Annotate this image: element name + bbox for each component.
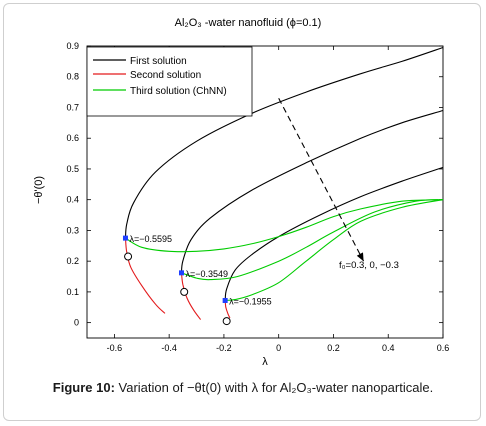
y-tick-label: 0.3 <box>66 225 79 235</box>
turning-point-label: λ=−0.5595 <box>129 234 172 244</box>
curves <box>124 46 444 320</box>
y-tick-label: 0.4 <box>66 195 79 205</box>
series-line-second-solution-5 <box>224 300 231 319</box>
y-tick-label: 0.5 <box>66 164 79 174</box>
turning-point-marker <box>179 270 185 276</box>
turning-point-label: λ=−0.1955 <box>229 297 272 307</box>
open-circle-marker <box>180 287 189 296</box>
legend-label-first: First solution <box>130 56 187 67</box>
turning-point-marker <box>222 298 228 304</box>
y-tick-label: 0.1 <box>66 287 79 297</box>
y-tick-label: 0.8 <box>66 72 79 82</box>
x-tick-label: 0.6 <box>437 343 450 353</box>
legend-box <box>86 46 253 117</box>
markers: λ=−0.5595 λ=−0.3549 λ=−0.1955 <box>122 234 272 326</box>
series-line-first-solution-0 <box>124 46 444 239</box>
open-circle-marker <box>124 252 133 261</box>
caption-text: Variation of −θt(0) with λ for Al₂O₃-wat… <box>114 380 434 395</box>
x-tick-label: -0.6 <box>107 343 123 353</box>
chart-title: Al₂O₃ -water nanofluid (ϕ=0.1) <box>175 17 322 29</box>
series-line-third-solution-chnn-8 <box>225 199 444 302</box>
x-tick-label: 0 <box>276 343 281 353</box>
open-circle-marker <box>222 317 231 326</box>
y-tick-label: 0.9 <box>66 41 79 51</box>
series-line-second-solution-3 <box>124 238 166 314</box>
series-line-third-solution-chnn-7 <box>181 199 444 281</box>
legend-label-second: Second solution <box>130 70 201 81</box>
y-tick-label: 0 <box>74 318 79 328</box>
annotation-arrow-head <box>356 252 364 262</box>
axis-ticks: -0.6 -0.4 -0.2 0 0.2 0.4 0.6 0 0.1 0.2 0.3 0.4 0.5 0.… <box>66 41 449 353</box>
x-tick-label: -0.2 <box>216 343 232 353</box>
y-axis-label: −θ'(0) <box>33 176 45 204</box>
y-tick-label: 0.6 <box>66 133 79 143</box>
series-line-second-solution-4 <box>180 272 202 320</box>
x-tick-label: 0.2 <box>327 343 340 353</box>
annotation-label: f₀=0.3, 0, −0.3 <box>339 260 399 271</box>
x-tick-label: 0.4 <box>382 343 395 353</box>
chart: Al₂O₃ -water nanofluid (ϕ=0.1) -0.6 -0.4-… <box>33 17 449 368</box>
caption-prefix: Figure 10: <box>52 380 115 395</box>
series-line-first-solution-1 <box>180 109 444 273</box>
x-axis-label: λ <box>262 356 268 368</box>
turning-point-label: λ=−0.3549 <box>186 269 229 279</box>
x-tick-label: -0.4 <box>161 343 177 353</box>
annotation-arrow-line <box>278 97 365 262</box>
legend-label-third: Third solution (ChNN) <box>130 86 227 97</box>
y-tick-label: 0.2 <box>66 256 79 266</box>
y-tick-label: 0.7 <box>66 102 79 112</box>
figure-caption: Figure 10: Variation of −θt(0) with λ fo… <box>0 380 486 395</box>
turning-point-marker <box>122 235 128 241</box>
legend: First solution Second solution Third sol… <box>86 46 253 117</box>
series-line-third-solution-chnn-6 <box>125 199 444 253</box>
annotations: f₀=0.3, 0, −0.3 <box>278 97 399 271</box>
